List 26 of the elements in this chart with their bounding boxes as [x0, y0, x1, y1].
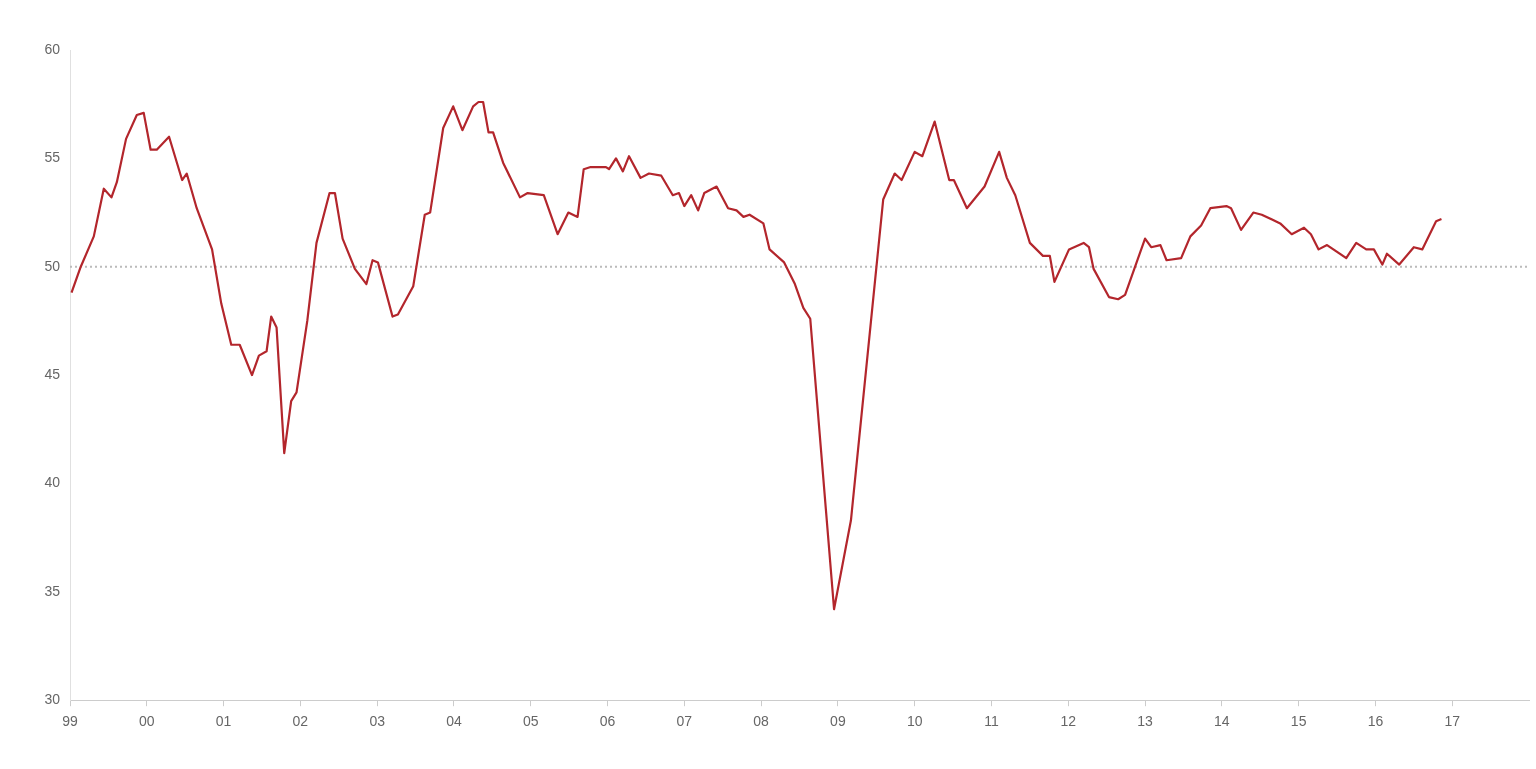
- x-tick-label: 13: [1137, 713, 1154, 730]
- x-tick-label: 06: [599, 713, 616, 730]
- x-tick-label: 04: [446, 713, 462, 730]
- y-tick-label: 35: [44, 582, 61, 599]
- x-tick-label: 99: [62, 713, 78, 730]
- x-tick-label: 11: [984, 713, 999, 730]
- y-tick-label: 30: [44, 691, 61, 708]
- x-tick-label: 17: [1444, 713, 1461, 730]
- x-tick-label: 16: [1367, 713, 1384, 730]
- x-tick-label: 00: [139, 713, 155, 730]
- x-tick-label: 08: [753, 713, 770, 730]
- y-tick-label: 50: [44, 257, 61, 274]
- x-tick-label: 07: [676, 713, 693, 730]
- x-tick-label: 10: [906, 713, 923, 730]
- x-tick-label: 09: [830, 713, 846, 730]
- x-tick-label: 12: [1060, 713, 1077, 730]
- x-tick-label: 01: [215, 713, 232, 730]
- y-tick-label: 45: [44, 365, 61, 382]
- x-tick-label: 05: [522, 713, 539, 730]
- x-tick-label: 02: [292, 713, 309, 730]
- y-tick-label: 60: [44, 40, 61, 57]
- y-tick-label: 55: [44, 149, 61, 166]
- x-tick-label: 15: [1290, 713, 1307, 730]
- x-tick-label: 03: [369, 713, 386, 730]
- y-tick-label: 40: [44, 474, 61, 491]
- x-tick-label: 14: [1214, 713, 1230, 730]
